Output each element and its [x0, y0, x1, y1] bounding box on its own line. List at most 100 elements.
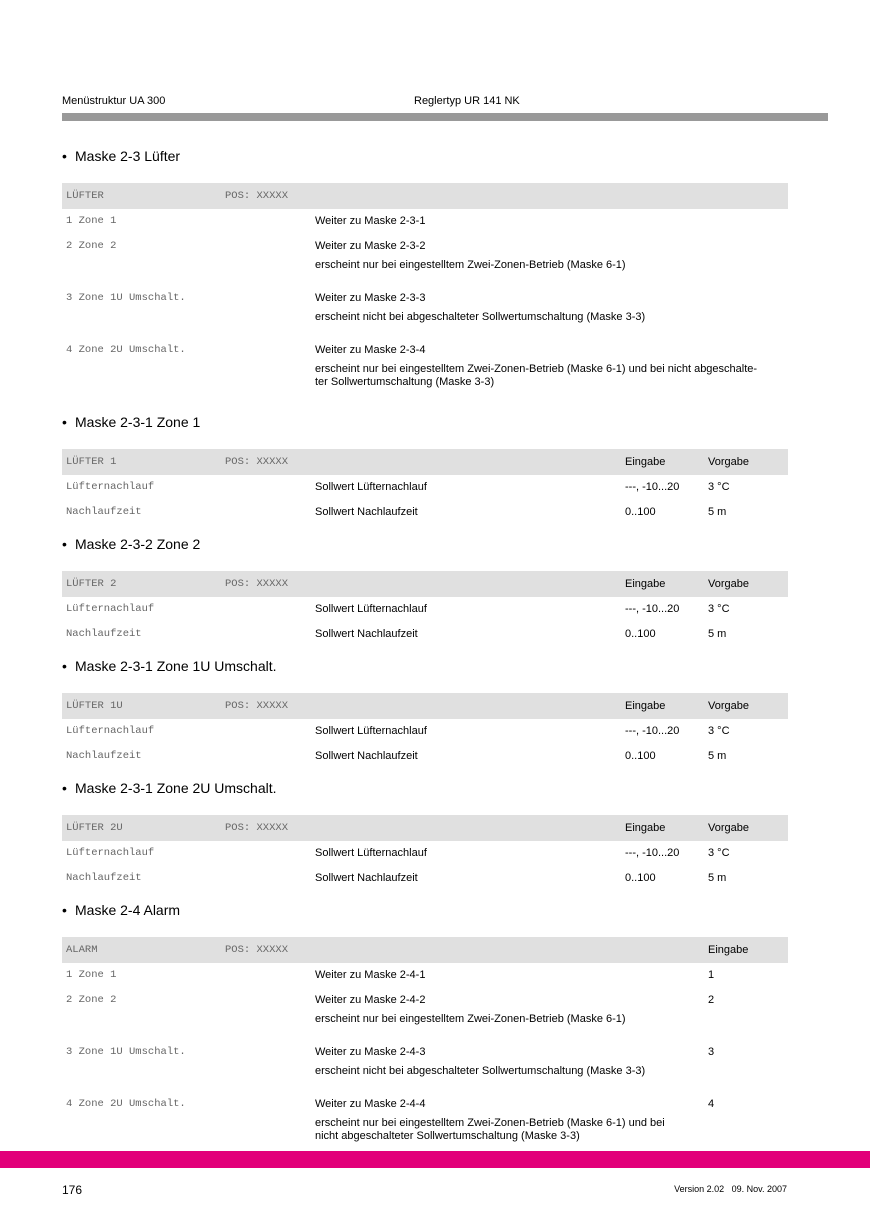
row-code: Lüfternachlauf	[66, 847, 155, 859]
row-code: 4 Zone 2U Umschalt.	[66, 1098, 186, 1110]
header-name: LÜFTER 2U	[66, 821, 123, 834]
header-name: LÜFTER 2	[66, 577, 117, 590]
row-text: Sollwert Nachlaufzeit	[315, 872, 418, 884]
row-code: 4 Zone 2U Umschalt.	[66, 344, 186, 356]
table-row: Nachlaufzeit Sollwert Nachlaufzeit 0..100 5…	[62, 866, 788, 891]
section: Maske 2-4 Alarm ALARM POS: XXXXX Eingabe 1 Z…	[62, 899, 788, 1157]
note-line: erscheint nur bei eingestelltem Zwei-Zon…	[315, 363, 758, 375]
section-title: Maske 2-3-1 Zone 1U Umschalt.	[62, 655, 788, 677]
row-text: Weiter zu Maske 2-4-1	[315, 969, 426, 981]
section-title: Maske 2-3-1 Zone 1	[62, 411, 788, 433]
table-row: Lüfternachlauf Sollwert Lüfternachlauf ---…	[62, 475, 788, 500]
page-number: 176	[62, 1183, 83, 1197]
note-line: erscheint nur bei eingestelltem Zwei-Zon…	[315, 1117, 665, 1129]
header-pos: POS: XXXXX	[225, 943, 289, 956]
row-vorgabe: 3 °C	[708, 847, 730, 859]
table-row: 4 Zone 2U Umschalt. Weiter zu Maske 2-4-4…	[62, 1092, 788, 1157]
row-vorgabe: 5 m	[708, 750, 727, 762]
row-code: Nachlaufzeit	[66, 872, 142, 884]
header-left: Menüstruktur UA 300	[62, 95, 166, 107]
row-code: 2 Zone 2	[66, 240, 117, 252]
header-vorgabe: Vorgabe	[708, 455, 749, 468]
row-code: 1 Zone 1	[66, 215, 117, 227]
row-notes: erscheint nur bei eingestelltem Zwei-Zon…	[62, 363, 788, 397]
section-title: Maske 2-3-2 Zone 2	[62, 533, 788, 555]
row-text: Weiter zu Maske 2-4-3	[315, 1046, 426, 1058]
table-header: LÜFTER 1U POS: XXXXX Eingabe Vorgabe	[62, 693, 788, 719]
header-vorgabe: Vorgabe	[708, 699, 749, 712]
note-line: erscheint nicht bei abgeschalteter Sollw…	[315, 311, 646, 323]
header-pos: POS: XXXXX	[225, 189, 289, 202]
note-line: nicht abgeschalteter Sollwertumschaltung…	[315, 1130, 580, 1142]
row-text: Sollwert Nachlaufzeit	[315, 750, 418, 762]
header-pos: POS: XXXXX	[225, 699, 289, 712]
header-eingabe: Eingabe	[625, 821, 666, 834]
section: Maske 2-3-1 Zone 2U Umschalt. LÜFTER 2U PO…	[62, 777, 788, 891]
row-vorgabe: 3 °C	[708, 603, 730, 615]
row-eingabe: 0..100	[625, 506, 656, 518]
header-bar	[62, 113, 828, 121]
header-name: LÜFTER 1U	[66, 699, 123, 712]
row-code: Nachlaufzeit	[66, 750, 142, 762]
row-eingabe: 0..100	[625, 750, 656, 762]
note-line: erscheint nur bei eingestelltem Zwei-Zon…	[315, 259, 626, 271]
row-code: Lüfternachlauf	[66, 603, 155, 615]
row-text: Weiter zu Maske 2-3-2	[315, 240, 426, 252]
row-text: Weiter zu Maske 2-4-4	[315, 1098, 426, 1110]
row-code: Lüfternachlauf	[66, 725, 155, 737]
header-eingabe: Eingabe	[708, 943, 749, 956]
version: Version 2.02 09. Nov. 2007	[674, 1184, 787, 1194]
row-notes: erscheint nicht bei abgeschalteter Sollw…	[62, 311, 788, 332]
table-header: LÜFTER 2 POS: XXXXX Eingabe Vorgabe	[62, 571, 788, 597]
header-name: LÜFTER	[66, 189, 104, 202]
row-eingabe: ---, -10...20	[625, 725, 680, 737]
row-code: 1 Zone 1	[66, 969, 117, 981]
table-row: Lüfternachlauf Sollwert Lüfternachlauf ---…	[62, 597, 788, 622]
table-row: 1 Zone 1 Weiter zu Maske 2-3-1	[62, 209, 788, 234]
table-header: LÜFTER 1 POS: XXXXX Eingabe Vorgabe	[62, 449, 788, 475]
row-vorgabe: 5 m	[708, 506, 727, 518]
table-row: Nachlaufzeit Sollwert Nachlaufzeit 0..100 5…	[62, 500, 788, 525]
table-row: 1 Zone 1 Weiter zu Maske 2-4-1 1	[62, 963, 788, 988]
row-eingabe: 4	[708, 1098, 715, 1110]
table-row: 4 Zone 2U Umschalt. Weiter zu Maske 2-3-4…	[62, 338, 788, 403]
row-code: 2 Zone 2	[66, 994, 117, 1006]
row-eingabe: 1	[708, 969, 715, 981]
row-code: Nachlaufzeit	[66, 506, 142, 518]
row-vorgabe: 3 °C	[708, 725, 730, 737]
section-title: Maske 2-3 Lüfter	[62, 145, 788, 167]
section-title: Maske 2-4 Alarm	[62, 899, 788, 921]
row-text: Sollwert Nachlaufzeit	[315, 628, 418, 640]
row-notes: erscheint nur bei eingestelltem Zwei-Zon…	[62, 1117, 788, 1151]
table-row: 3 Zone 1U Umschalt. Weiter zu Maske 2-4-3…	[62, 1040, 788, 1092]
row-text: Weiter zu Maske 2-4-2	[315, 994, 426, 1006]
row-code: Nachlaufzeit	[66, 628, 142, 640]
note-line: erscheint nur bei eingestelltem Zwei-Zon…	[315, 1013, 626, 1025]
header-center: Reglertyp UR 141 NK	[414, 95, 520, 107]
table-row: Lüfternachlauf Sollwert Lüfternachlauf ---…	[62, 841, 788, 866]
row-text: Weiter zu Maske 2-3-4	[315, 344, 426, 356]
section: Maske 2-3-1 Zone 1 LÜFTER 1 POS: XXXXX Eing…	[62, 411, 788, 525]
row-text: Sollwert Nachlaufzeit	[315, 506, 418, 518]
header-pos: POS: XXXXX	[225, 455, 289, 468]
header-pos: POS: XXXXX	[225, 821, 289, 834]
row-eingabe: 3	[708, 1046, 715, 1058]
row-text: Weiter zu Maske 2-3-3	[315, 292, 426, 304]
header-pos: POS: XXXXX	[225, 577, 289, 590]
section-title: Maske 2-3-1 Zone 2U Umschalt.	[62, 777, 788, 799]
table-row: Lüfternachlauf Sollwert Lüfternachlauf ---…	[62, 719, 788, 744]
row-vorgabe: 5 m	[708, 628, 727, 640]
section: Maske 2-3-1 Zone 1U Umschalt. LÜFTER 1U PO…	[62, 655, 788, 769]
row-notes: erscheint nur bei eingestelltem Zwei-Zon…	[62, 1013, 788, 1034]
row-vorgabe: 5 m	[708, 872, 727, 884]
row-eingabe: ---, -10...20	[625, 481, 680, 493]
header-vorgabe: Vorgabe	[708, 577, 749, 590]
row-text: Sollwert Lüfternachlauf	[315, 725, 427, 737]
row-code: Lüfternachlauf	[66, 481, 155, 493]
section: Maske 2-3-2 Zone 2 LÜFTER 2 POS: XXXXX Eing…	[62, 533, 788, 647]
table-header: ALARM POS: XXXXX Eingabe	[62, 937, 788, 963]
footer-bar	[0, 1151, 870, 1168]
row-text: Sollwert Lüfternachlauf	[315, 603, 427, 615]
